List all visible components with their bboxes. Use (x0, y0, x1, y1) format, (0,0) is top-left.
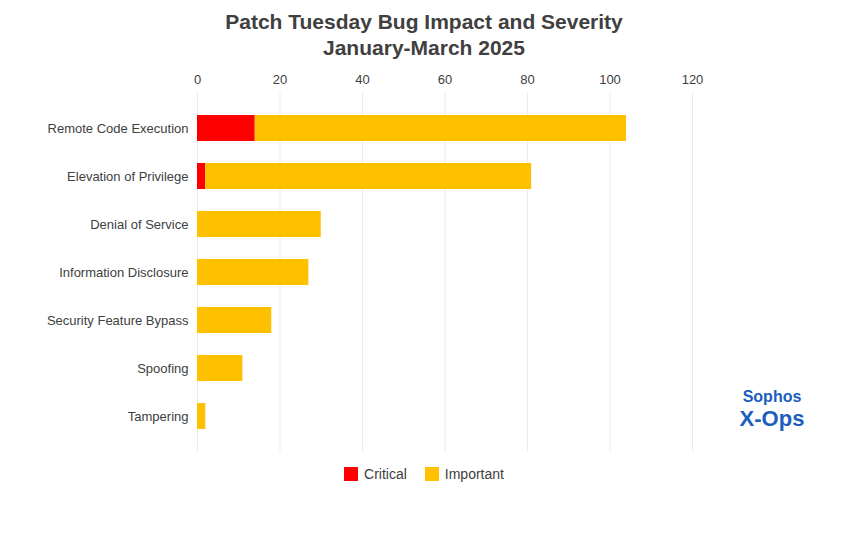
svg-text:Spoofing: Spoofing (137, 361, 188, 376)
html-text:X-Ops: X-Ops (739, 406, 805, 431)
html-text:Important: Important (444, 466, 504, 482)
html-text:January-March 2025: January-March 2025 (323, 36, 525, 59)
svg-text:Elevation of Privilege: Elevation of Privilege (67, 169, 188, 184)
svg-text:Remote Code Execution: Remote Code Execution (48, 121, 189, 136)
svg-text:0: 0 (194, 72, 201, 87)
svg-text:100: 100 (599, 72, 621, 87)
svg-text:120: 120 (682, 72, 704, 87)
html-text:Patch Tuesday Bug Impact and S: Patch Tuesday Bug Impact and Severity (225, 10, 623, 33)
svg-text:40: 40 (355, 72, 369, 87)
svg-text:60: 60 (438, 72, 452, 87)
svg-text:Tampering: Tampering (128, 409, 189, 424)
svg-text:Information Disclosure: Information Disclosure (59, 265, 188, 280)
html-text:Critical: Critical (364, 466, 407, 482)
svg-text:Denial of Service: Denial of Service (90, 217, 188, 232)
svg-text:20: 20 (273, 72, 287, 87)
svg-text:80: 80 (520, 72, 534, 87)
svg-text:Security Feature Bypass: Security Feature Bypass (47, 313, 189, 328)
html-text:Sophos: Sophos (742, 388, 802, 405)
